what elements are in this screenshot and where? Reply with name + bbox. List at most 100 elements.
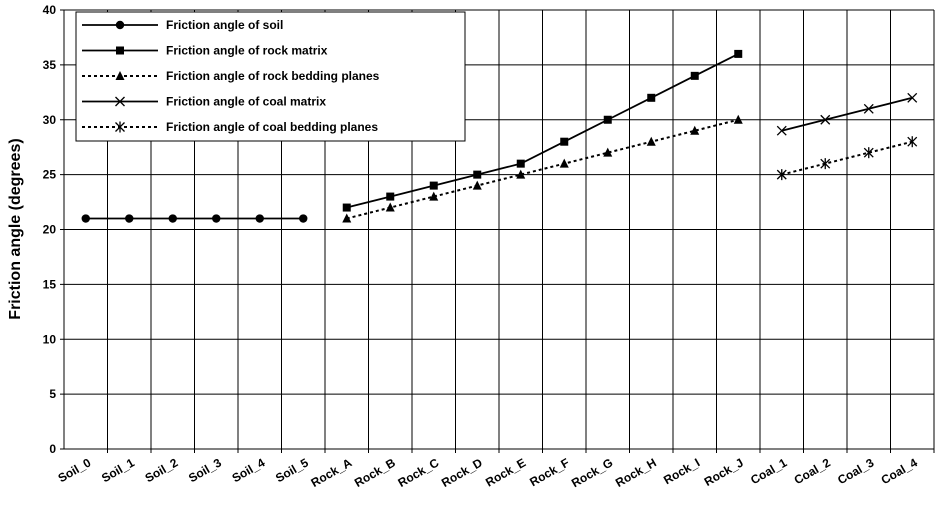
marker [81,214,90,223]
y-tick-label: 15 [43,277,57,291]
marker [429,181,438,190]
marker-shape [299,214,308,223]
marker [115,121,125,133]
x-tick-label: Soil_0 [56,455,94,485]
marker [776,169,787,181]
marker [820,114,831,125]
marker-shape [125,214,134,223]
marker-shape [690,71,699,80]
series-line [346,53,739,209]
marker [560,137,569,146]
x-tick-label: Rock_G [569,455,615,490]
marker [386,192,395,201]
legend-box [75,11,466,142]
marker-shape [81,214,90,223]
marker-shape [168,214,177,223]
marker [473,170,482,179]
marker [863,147,874,159]
x-tick-label: Coal_1 [748,455,789,487]
marker-shape [429,191,439,201]
legend-label: Friction angle of coal bedding planes [166,120,378,134]
legend-label: Friction angle of rock bedding planes [166,69,380,83]
marker-shape [646,136,656,146]
marker [299,214,308,223]
marker-shape [820,114,831,125]
marker-shape [863,103,874,114]
marker [690,125,700,135]
series-line [781,96,913,132]
marker-shape [647,93,656,102]
series-line [781,140,913,176]
x-tick-label: Soil_1 [99,455,137,485]
marker-shape [472,180,482,190]
marker [255,214,264,223]
marker [734,49,743,58]
y-tick-label: 25 [43,168,57,182]
marker-shape [516,159,525,168]
marker-shape [386,192,395,201]
marker-shape [559,158,569,168]
marker-shape [603,115,612,124]
marker-shape [429,181,438,190]
x-tick-label: Rock_A [309,455,355,490]
marker-shape [516,169,526,179]
marker [559,158,569,168]
x-tick-label: Rock_D [439,455,485,490]
marker [115,71,125,80]
marker [342,203,351,212]
marker [342,213,352,223]
marker [733,114,743,124]
marker [115,96,125,107]
y-tick-label: 20 [43,223,57,237]
y-tick-label: 35 [43,58,57,72]
legend-label: Friction angle of soil [166,18,283,32]
x-tick-label: Rock_C [396,455,442,490]
marker-shape [776,125,787,136]
marker [212,214,221,223]
x-tick-label: Rock_F [527,455,572,489]
marker [516,169,526,179]
marker-shape [255,214,264,223]
marker [472,180,482,190]
marker-shape [733,114,743,124]
marker-shape [734,49,743,58]
marker-shape [342,213,352,223]
series-line [346,118,739,220]
marker [776,125,787,136]
y-axis-label: Friction angle (degrees) [7,138,24,319]
marker [429,191,439,201]
y-tick-label: 10 [43,332,57,346]
marker [907,136,918,148]
marker [116,46,124,55]
marker [820,158,831,170]
marker [603,147,613,157]
marker-shape [560,137,569,146]
x-tick-label: Coal_2 [792,455,833,487]
x-tick-label: Soil_3 [186,455,224,485]
marker [647,93,656,102]
x-tick-label: Coal_4 [879,455,920,487]
y-tick-label: 0 [49,442,56,456]
y-tick-label: 5 [49,387,56,401]
marker-shape [115,96,125,107]
marker [646,136,656,146]
y-tick-label: 30 [43,113,57,127]
marker [115,20,125,30]
marker-shape [115,71,125,80]
marker-shape [603,147,613,157]
marker-shape [690,125,700,135]
legend-label: Friction angle of coal matrix [166,95,326,109]
x-tick-label: Rock_H [613,455,659,489]
x-tick-label: Rock_I [661,455,702,487]
marker [863,103,874,114]
x-tick-label: Rock_E [483,455,528,489]
marker [385,202,395,212]
legend-label: Friction angle of rock matrix [166,44,328,58]
x-tick-label: Coal_3 [835,455,876,487]
marker-shape [115,20,125,30]
y-tick-label: 40 [43,3,57,17]
marker-shape [907,92,918,103]
x-tick-label: Rock_J [702,455,746,488]
marker [690,71,699,80]
